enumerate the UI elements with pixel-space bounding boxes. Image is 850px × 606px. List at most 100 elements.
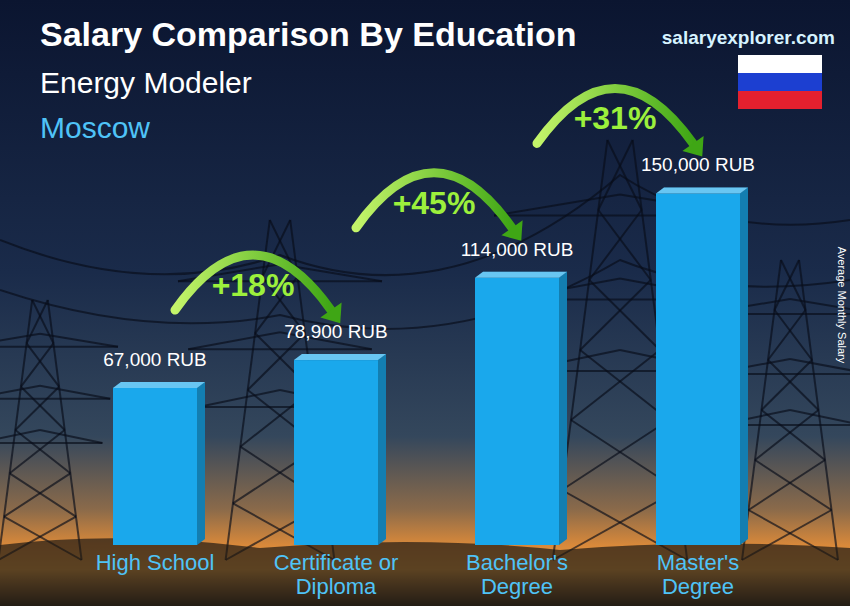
chart: Salary Comparison By Education Energy Mod…: [0, 0, 850, 606]
pylon-arm: [0, 334, 40, 347]
pylon-arm: [40, 430, 102, 443]
pylon: [0, 300, 118, 560]
data-label: 150,000 RUB: [641, 154, 755, 175]
pylon-brace: [580, 280, 651, 350]
pylon-brace: [562, 420, 669, 490]
pylon-arm: [0, 346, 118, 348]
pylon-brace: [598, 140, 632, 210]
change-label: +31%: [574, 100, 657, 136]
pylon-brace: [15, 430, 70, 473]
category-label: Master'sDegree: [657, 550, 739, 599]
category-line: Degree: [481, 574, 553, 599]
pylon-arm: [188, 332, 280, 349]
category-line: Certificate or: [274, 550, 399, 575]
bar: [294, 360, 378, 545]
category-label: Bachelor'sDegree: [466, 550, 568, 599]
pylon-brace: [598, 210, 651, 280]
pylon-arm: [0, 442, 102, 444]
subtitle: Energy Modeler: [40, 66, 252, 99]
flag-stripe: [738, 73, 822, 91]
pylon-brace: [589, 280, 660, 350]
category-line: Diploma: [296, 574, 377, 599]
pylon-brace: [762, 410, 826, 460]
arrow-head: [320, 303, 341, 324]
flag-stripe: [738, 91, 822, 109]
location: Moscow: [40, 111, 150, 144]
pylon-arm: [198, 390, 280, 407]
bar-side: [378, 354, 386, 545]
pylon-brace: [32, 300, 53, 343]
flag: [738, 55, 822, 109]
flag-stripe: [738, 55, 822, 73]
ground: [0, 538, 850, 606]
category-line: Master's: [657, 550, 739, 575]
change-label: +45%: [393, 185, 476, 221]
pylon-brace: [580, 350, 669, 420]
pylon-arm: [790, 410, 850, 425]
bar-side: [197, 382, 205, 545]
page: {"chart_data": {"type": "bar", "title": …: [0, 0, 850, 606]
bar-top-light: [475, 272, 567, 278]
bar-group: [113, 382, 205, 545]
pylon-brace: [10, 430, 65, 473]
bar-top: [113, 382, 205, 388]
bar-top: [475, 272, 567, 278]
pylon-brace: [589, 210, 642, 280]
y-label: Average Monthly Salary: [836, 247, 848, 364]
category-line: High School: [96, 550, 215, 575]
arrow-head: [682, 136, 703, 157]
pylon-brace: [755, 410, 819, 460]
bar: [113, 388, 197, 545]
title: Salary Comparison By Education: [40, 15, 577, 53]
pylon-arm: [40, 334, 118, 347]
pylon-brace: [768, 360, 819, 410]
bar-group: [475, 272, 567, 545]
bar-top-light: [656, 187, 748, 193]
pylon-brace: [27, 300, 48, 343]
bar-side: [740, 187, 748, 545]
bar-group: [294, 354, 386, 545]
pylon-brace: [21, 343, 54, 386]
data-label: 78,900 RUB: [284, 321, 388, 342]
data-label: 114,000 RUB: [461, 239, 574, 260]
change-label: +18%: [212, 267, 295, 303]
source: salaryexplorer.com: [662, 27, 835, 48]
category-label: High School: [96, 550, 215, 575]
pylon-arm: [494, 195, 620, 216]
bar-top: [294, 354, 386, 360]
pylon-arm: [40, 386, 110, 399]
pylons: [0, 140, 850, 560]
pylon-brace: [10, 473, 76, 516]
arrow-arc: [356, 173, 512, 228]
bar-top-light: [294, 354, 386, 360]
bar: [475, 278, 559, 545]
background: [0, 0, 850, 606]
pylon-brace: [768, 310, 806, 360]
bar-side: [559, 272, 567, 545]
category-label: Certificate orDiploma: [274, 550, 399, 599]
bar-side-shade: [559, 272, 567, 545]
bars: [113, 187, 748, 545]
category-line: Bachelor's: [466, 550, 568, 575]
pylon-brace: [607, 140, 641, 210]
arrow-head: [501, 220, 522, 241]
pylon-brace: [749, 460, 826, 510]
bar-side-shade: [378, 354, 386, 545]
pylon-arm: [0, 386, 40, 399]
pylon-brace: [4, 473, 70, 516]
arrow-arc: [537, 88, 693, 143]
data-label: 67,000 RUB: [103, 349, 207, 370]
pylon-brace: [762, 360, 813, 410]
pylon-arm: [188, 348, 372, 350]
pylon-brace: [571, 350, 660, 420]
pylon-brace: [27, 343, 60, 386]
category-line: Degree: [662, 574, 734, 599]
change-arrows: +18% +45% +31%: [175, 88, 704, 323]
bar-side-shade: [197, 382, 205, 545]
pylon-arm: [0, 398, 110, 400]
pylon-brace: [755, 460, 832, 510]
pylon-brace: [15, 387, 59, 430]
bar-top-light: [113, 382, 205, 388]
pylon-brace: [21, 387, 65, 430]
arrow-arc: [175, 255, 331, 310]
